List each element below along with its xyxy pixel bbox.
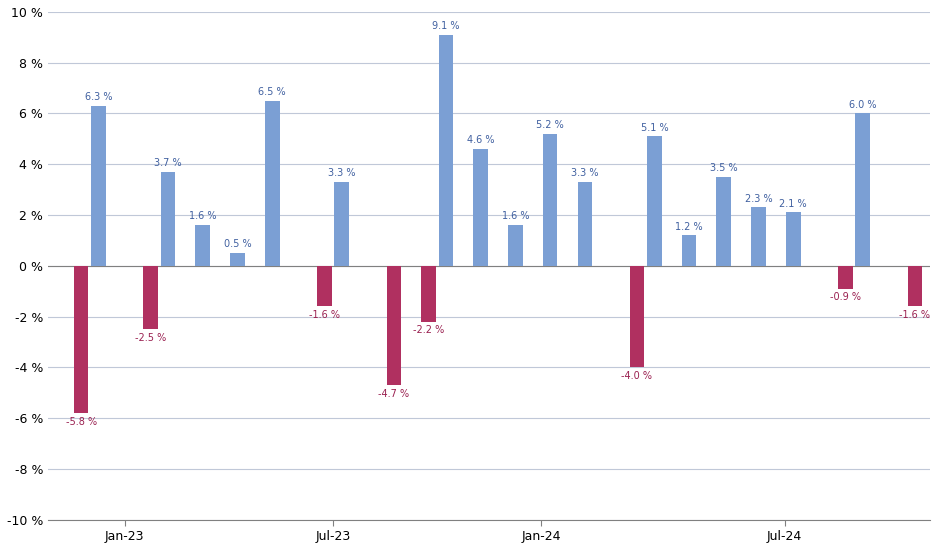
Text: 3.3 %: 3.3 % [572,168,599,178]
Text: -0.9 %: -0.9 % [830,293,861,303]
Text: 2.1 %: 2.1 % [779,199,807,208]
Bar [421,266,436,322]
Text: 9.1 %: 9.1 % [432,21,460,31]
Bar [196,225,210,266]
Text: 2.3 %: 2.3 % [744,194,773,204]
Bar [335,182,349,266]
Bar [91,106,106,266]
Bar [144,266,158,329]
Text: -1.6 %: -1.6 % [900,310,931,320]
Bar [509,225,523,266]
Bar [386,266,401,385]
Bar [577,182,592,266]
Text: 5.1 %: 5.1 % [640,123,668,133]
Text: 3.3 %: 3.3 % [328,168,355,178]
Text: 6.0 %: 6.0 % [849,100,876,109]
Bar [855,113,870,266]
Bar [161,172,176,266]
Bar [265,101,279,266]
Bar [751,207,766,266]
Bar [439,35,453,266]
Text: 1.6 %: 1.6 % [189,211,216,221]
Text: 3.7 %: 3.7 % [154,158,181,168]
Bar [542,134,557,266]
Text: 3.5 %: 3.5 % [710,163,738,173]
Bar [317,266,332,306]
Bar [716,177,731,266]
Text: -5.8 %: -5.8 % [66,417,97,427]
Text: -1.6 %: -1.6 % [309,310,340,320]
Bar [74,266,88,413]
Text: 1.2 %: 1.2 % [675,222,703,232]
Bar [838,266,853,289]
Text: -4.7 %: -4.7 % [378,389,409,399]
Text: 1.6 %: 1.6 % [502,211,529,221]
Bar [647,136,662,266]
Bar [474,149,488,266]
Text: 6.5 %: 6.5 % [258,87,286,97]
Text: 0.5 %: 0.5 % [224,239,251,249]
Bar [786,212,801,266]
Text: -4.0 %: -4.0 % [621,371,652,381]
Text: -2.2 %: -2.2 % [413,326,445,336]
Text: 4.6 %: 4.6 % [467,135,494,145]
Text: 5.2 %: 5.2 % [536,120,564,130]
Bar [682,235,697,266]
Bar [907,266,922,306]
Bar [230,253,244,266]
Text: 6.3 %: 6.3 % [85,92,112,102]
Bar [630,266,644,367]
Text: -2.5 %: -2.5 % [135,333,166,343]
